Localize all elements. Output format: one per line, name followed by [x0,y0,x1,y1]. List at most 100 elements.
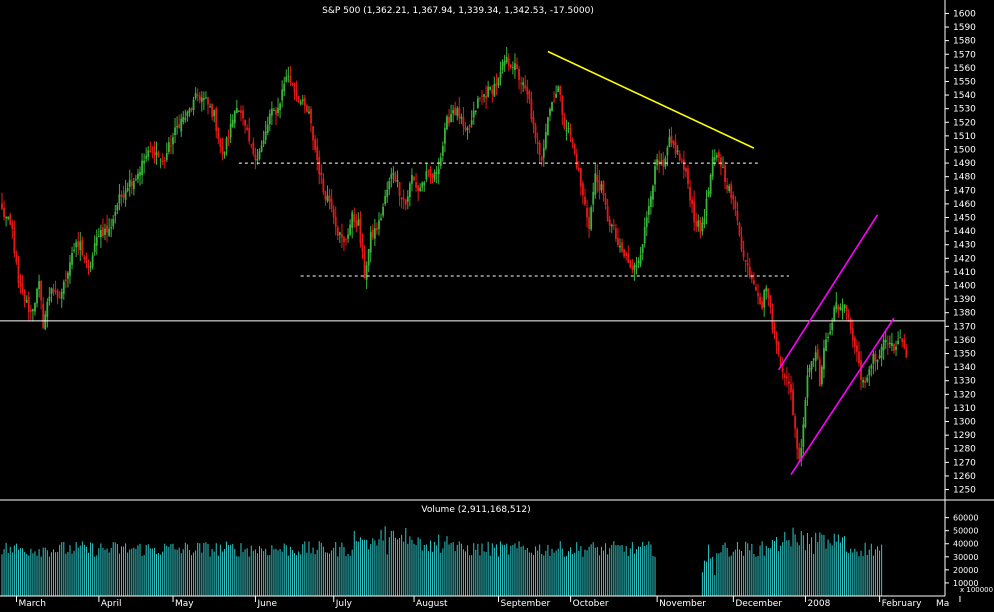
candle [202,91,205,111]
volume-bar [749,550,751,596]
volume-bar [572,553,574,596]
candle [13,220,16,258]
candle [693,190,696,231]
price-tick-label: 1310 [953,404,976,414]
volume-bar [236,556,238,596]
volume-bar [399,537,401,596]
candle [373,218,376,247]
price-tick-label: 1420 [953,254,976,264]
volume-bar [518,541,520,596]
volume-bar [59,544,61,596]
candle [777,340,780,357]
volume-bar [67,552,69,596]
candle [843,304,846,313]
candle [242,105,244,126]
volume-bar [537,550,539,596]
volume-bar [629,548,631,596]
candle [38,274,40,298]
volume-bar [500,541,502,596]
volume-bar [11,552,13,596]
candle [347,228,349,243]
candle [707,187,710,198]
price-tick-label: 1410 [953,268,976,278]
volume-bar [800,530,802,596]
candle [773,321,776,340]
volume-bar [578,550,580,596]
volume-bar [174,549,176,596]
volume-bar [547,544,549,596]
price-tick-label: 1370 [953,322,976,332]
volume-bar [285,545,287,596]
volume-bar [250,545,252,596]
volume-bar [458,541,460,596]
volume-bar [809,544,811,596]
volume-bar [514,543,516,596]
candle [157,150,160,158]
volume-bar [757,555,759,596]
candle [497,77,500,89]
volume-bar [409,536,411,596]
candle [701,216,704,236]
volume-bar [555,550,557,596]
candle [724,161,726,190]
volume-bar [582,556,584,596]
x-tick-label: May [175,599,194,608]
candle [367,248,370,273]
volume-bar [596,547,598,596]
volume-bar [806,532,808,596]
volume-bar [71,553,73,596]
candle [674,134,677,158]
candle [17,255,20,289]
volume-bar [811,537,813,596]
candle [687,164,689,189]
volume-bar [7,553,9,596]
volume-bar [254,549,256,596]
volume-bar [137,545,139,596]
volume-bar [405,527,407,596]
volume-bar [331,550,333,596]
volume-bar [611,544,613,596]
volume-bar [419,538,421,596]
candle [69,254,71,284]
candle [349,219,352,237]
volume-bar [487,541,489,596]
volume-bar [324,552,326,596]
volume-bar [594,547,596,596]
price-tick-label: 1300 [953,418,976,428]
volume-bar [32,553,34,596]
volume-bar [104,549,106,596]
candle [837,304,840,318]
volume-bar [432,551,434,596]
candle [312,125,314,151]
volume-bar [248,556,250,596]
price-tick-label: 1350 [953,350,976,360]
candle [631,258,634,274]
candle [814,345,817,372]
candle [159,158,162,169]
candle [369,226,372,263]
candle [338,231,341,244]
volume-bar [114,542,116,596]
volume-bar [88,552,90,596]
candle [353,207,356,228]
price-tick-label: 1340 [953,363,976,373]
volume-bar [5,542,7,596]
candle [246,124,249,131]
candle [91,252,94,270]
candle [198,91,201,104]
candle [270,101,273,125]
candle [590,205,593,232]
candle [582,180,584,205]
volume-bar [710,558,712,596]
volume-bar [55,552,57,596]
volume-bar [460,543,462,596]
volume-bar [378,539,380,596]
volume-bar [866,554,868,596]
volume-bar [774,541,775,596]
candle [536,132,539,154]
volume-bar [444,541,446,596]
candle [305,103,308,113]
price-tick-label: 1380 [953,309,976,319]
overlay-lines [0,50,945,476]
volume-bar [877,546,878,596]
